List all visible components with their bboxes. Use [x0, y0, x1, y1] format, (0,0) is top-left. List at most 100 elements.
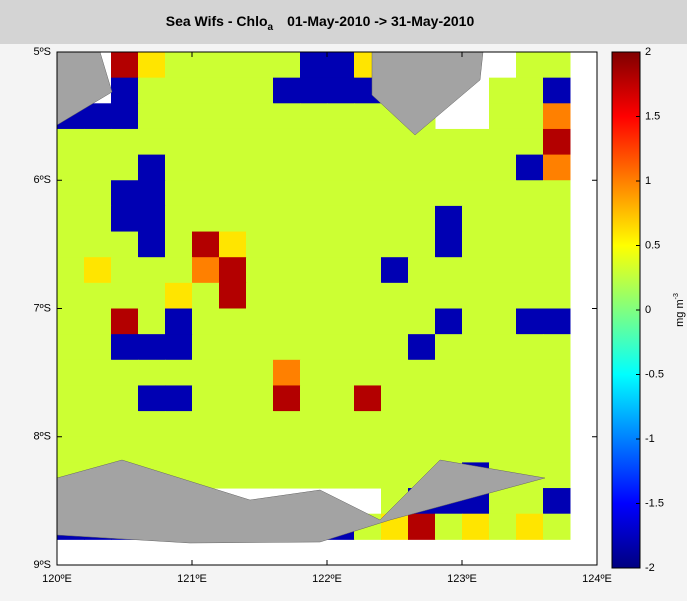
heat-cell [273, 155, 301, 181]
colorbar-tick-label: -1.5 [645, 497, 664, 509]
heat-cell [273, 360, 301, 386]
heat-cell [138, 232, 166, 258]
heat-cell [462, 514, 490, 540]
heat-cell [327, 155, 355, 181]
heat-cell [462, 437, 490, 463]
heat-cell [57, 437, 85, 463]
heat-cell [543, 129, 571, 155]
heat-cell [516, 360, 544, 386]
heat-cell [246, 334, 274, 360]
heat-cell [516, 52, 544, 78]
heat-cell [111, 103, 139, 129]
heat-cell [516, 206, 544, 232]
heat-cell [516, 283, 544, 309]
heat-cell [111, 283, 139, 309]
heat-cell [165, 257, 193, 283]
heat-cell [165, 52, 193, 78]
heat-cell [489, 385, 517, 411]
heat-cell [435, 155, 463, 181]
title-subscript: a [268, 22, 274, 33]
heat-cell [489, 360, 517, 386]
heat-cell [84, 309, 112, 335]
heat-cell [111, 129, 139, 155]
heat-cell [219, 206, 247, 232]
heat-cell [462, 232, 490, 258]
heat-cell [219, 103, 247, 129]
x-tick-label: 124ºE [582, 573, 612, 585]
heat-cell [192, 52, 220, 78]
heat-cell [273, 283, 301, 309]
heat-cell [84, 283, 112, 309]
heat-cell [543, 360, 571, 386]
heat-cell [516, 334, 544, 360]
heat-cell [138, 52, 166, 78]
heat-cell [516, 155, 544, 181]
heat-cell [111, 52, 139, 78]
heat-cell [543, 232, 571, 258]
heat-cell [300, 462, 328, 488]
heat-cell [57, 206, 85, 232]
heat-cell [192, 103, 220, 129]
heat-cell [273, 129, 301, 155]
heat-cell [435, 360, 463, 386]
heat-cell [516, 257, 544, 283]
heat-cell [84, 411, 112, 437]
heat-cell [300, 129, 328, 155]
heat-cell [165, 206, 193, 232]
heat-cell [354, 385, 382, 411]
heat-cell [408, 360, 436, 386]
heat-cell [219, 411, 247, 437]
heat-cell [543, 437, 571, 463]
heat-cell [246, 309, 274, 335]
heat-cell [381, 180, 409, 206]
heat-cell [111, 257, 139, 283]
heat-cell [462, 309, 490, 335]
heat-cell [165, 180, 193, 206]
heat-cell [246, 155, 274, 181]
heat-cell [273, 411, 301, 437]
y-tick-label: 5ºS [34, 46, 51, 58]
heat-cell [57, 385, 85, 411]
heat-cell [354, 206, 382, 232]
heat-cell [354, 437, 382, 463]
heat-cell [57, 360, 85, 386]
heat-cell [516, 514, 544, 540]
heat-cell [192, 385, 220, 411]
heat-cell [543, 103, 571, 129]
heat-cell [408, 257, 436, 283]
heat-cell [219, 334, 247, 360]
heat-cell [354, 411, 382, 437]
heat-cell [192, 180, 220, 206]
heat-cell [138, 257, 166, 283]
heat-cell [435, 514, 463, 540]
heat-cell [435, 232, 463, 258]
heat-cell [516, 437, 544, 463]
heat-cell [246, 257, 274, 283]
heat-cell [219, 283, 247, 309]
title-dates: 01-May-2010 -> 31-May-2010 [287, 13, 474, 29]
heat-cell [327, 462, 355, 488]
heat-cell [543, 206, 571, 232]
heat-cell [57, 129, 85, 155]
heat-cell [543, 385, 571, 411]
chart: Sea Wifs - Chloa01-May-2010 -> 31-May-20… [0, 0, 687, 601]
heat-cell [57, 232, 85, 258]
heat-cell [300, 103, 328, 129]
heat-cell [462, 155, 490, 181]
heat-cell [408, 334, 436, 360]
heat-cell [516, 232, 544, 258]
heat-cell [273, 309, 301, 335]
heat-cell [300, 385, 328, 411]
heat-cell [435, 334, 463, 360]
heat-cell [354, 334, 382, 360]
heat-cell [381, 462, 409, 488]
heat-cell [165, 385, 193, 411]
heat-cell [84, 155, 112, 181]
heat-cell [273, 180, 301, 206]
heat-cell [219, 257, 247, 283]
heat-cell [300, 206, 328, 232]
heat-cell [516, 129, 544, 155]
heat-cell [192, 309, 220, 335]
heat-cell [192, 232, 220, 258]
heat-cell [246, 360, 274, 386]
